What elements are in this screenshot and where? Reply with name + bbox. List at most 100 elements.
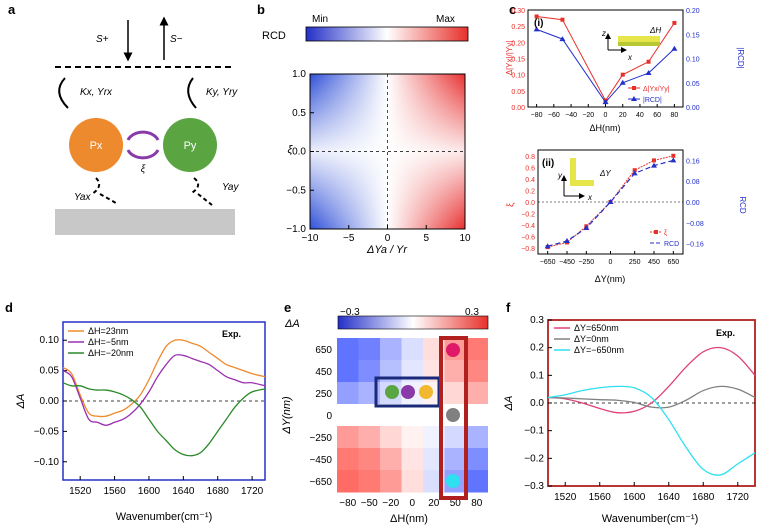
panel-label-f: f (506, 300, 511, 315)
c-ii-yr-label: 0.16 (686, 158, 700, 165)
e-cell (358, 404, 381, 427)
e-cell (444, 426, 467, 449)
yax-label: Yax (74, 192, 91, 203)
c-ii-ylabel-left: ξ (505, 203, 515, 207)
c-ii-yl-label: −0.4 (521, 223, 535, 230)
rcd-colorbar (305, 26, 469, 42)
rcd-heatmap (309, 73, 466, 230)
c-ii-blue-point (607, 199, 614, 204)
e-cell (401, 470, 424, 493)
e-column-highlight (439, 336, 468, 500)
f-plot-legend-text: ΔY=−650nm (574, 345, 624, 355)
c-ii-blue-point (631, 170, 638, 176)
c-ii-red-point (671, 153, 676, 158)
c-i-xtick-label: 60 (653, 112, 661, 119)
inset-yellow-base (618, 42, 660, 46)
c-ii-blue-point (544, 243, 551, 249)
legend-i-red-marker (632, 86, 636, 90)
e-ytick-label: 450 (315, 367, 332, 378)
d-plot-legend-text: ΔH=−20nm (88, 348, 134, 358)
c-i-label: (i) (534, 18, 543, 29)
d-ylabel: ΔA (15, 394, 27, 410)
c-i-red-point (672, 20, 677, 25)
e-cell (401, 404, 424, 427)
e-heatmap: 650 450 250 0 −250 −450 −650 −80 −50 −20 0 20 50 80 (309, 338, 488, 509)
c-ii-xtick-label: 250 (629, 259, 641, 266)
d-plot-series-2 (62, 382, 266, 457)
b-ytick-label: −1.0 (286, 224, 306, 235)
yax-path (91, 177, 117, 204)
panel-label-a: a (8, 2, 16, 17)
c-i-yl-label: 0.00 (511, 105, 525, 112)
inset-dh-label: ΔH (649, 26, 661, 35)
d-xlabel: Wavenumber(cm⁻¹) (116, 511, 212, 523)
f-plot-ytick-label: −0.1 (524, 426, 544, 437)
d-plot-xtick-label: 1600 (138, 486, 161, 497)
d-plot-series-0 (62, 339, 266, 418)
e-cell (358, 448, 381, 471)
d-plot-ytick-label: 0.10 (40, 335, 60, 346)
c-i-legend: Δ|Yx/Yy| |RCD| (628, 86, 670, 104)
c-ii-ylabel-right: RCD (738, 196, 747, 214)
s-minus-label: S− (170, 34, 183, 45)
d-exp-label: Exp. (222, 329, 241, 339)
c-i-xlabel: ΔH(nm) (589, 123, 620, 133)
e-xtick-label: 20 (428, 498, 440, 509)
panel-label-e: e (284, 300, 291, 315)
marker-purple (401, 385, 415, 399)
c-i-series-red (536, 15, 675, 102)
f-plot-ytick-label: 0.1 (530, 370, 544, 381)
d-plot-ytick-label: −0.05 (34, 426, 60, 437)
d-plot-ytick-label: −0.10 (34, 457, 60, 468)
d-plot-legend-text: ΔH=23nm (88, 326, 128, 336)
e-cell (337, 382, 359, 405)
e-cell (466, 404, 488, 427)
c-ii-xtick-label: −250 (578, 259, 594, 266)
heatmap-y-fade (310, 74, 465, 229)
e-colorbar-label: ΔA (284, 318, 300, 330)
e-cell (401, 338, 424, 361)
f-plot-xtick-label: 1720 (727, 492, 750, 503)
c-i-yl-label: 0.10 (511, 73, 525, 80)
e-colorbar (337, 315, 489, 330)
c-ii-xtick-label: −650 (540, 259, 556, 266)
inset-ii-x-label: x (587, 193, 593, 202)
panel-b-ticks: −10 −5 0 5 10 1.0 0.5 0.0 −0.5 −1.0 (286, 69, 471, 244)
e-colorbar-max: 0.3 (465, 307, 479, 318)
c-i-yr-label: 0.00 (686, 105, 700, 112)
d-plot-series-1 (62, 353, 266, 426)
coupling-arc-bottom (126, 149, 160, 160)
b-ylabel: ξ (288, 144, 294, 156)
d-plot: 1520 1560 1600 1640 1680 1720 0.10 0.05 0.00 −0.0… (34, 335, 266, 497)
c-i-red-point (646, 59, 651, 64)
c-i-xtick-label: −20 (582, 112, 594, 119)
b-ytick-label: 1.0 (292, 69, 306, 80)
d-plot-xtick-label: 1560 (103, 486, 126, 497)
e-xtick-label: −20 (382, 498, 399, 509)
c-i-blue-point (533, 26, 540, 32)
legend-ii-blue-text: RCD (664, 241, 679, 248)
c-i-yl-label: 0.05 (511, 89, 525, 96)
e-cell (380, 470, 402, 493)
marker-magenta (446, 343, 460, 357)
ky-label: Ky, Yry (206, 87, 238, 98)
c-ii-yr-label: 0.08 (686, 179, 700, 186)
c-i-yr-label: 0.20 (686, 8, 700, 15)
panel-label-c: c (509, 2, 516, 17)
b-xtick-label: 10 (459, 233, 471, 244)
f-plot-xtick-label: 1600 (623, 492, 646, 503)
e-cell (380, 338, 402, 361)
e-cell (358, 470, 381, 493)
c-i-xtick-label: 0 (604, 112, 608, 119)
e-cell (466, 426, 488, 449)
c-ii-yl-label: −0.6 (521, 235, 535, 242)
c-ii-xtick-label: 0 (609, 259, 613, 266)
f-plot-legend-text: ΔY=0nm (574, 334, 609, 344)
f-plot-ytick-label: −0.3 (524, 481, 544, 492)
c-i-inset: z x ΔH (601, 26, 661, 62)
e-cell (380, 404, 402, 427)
ky-arrow (187, 77, 197, 109)
e-ytick-label: 0 (326, 411, 332, 422)
